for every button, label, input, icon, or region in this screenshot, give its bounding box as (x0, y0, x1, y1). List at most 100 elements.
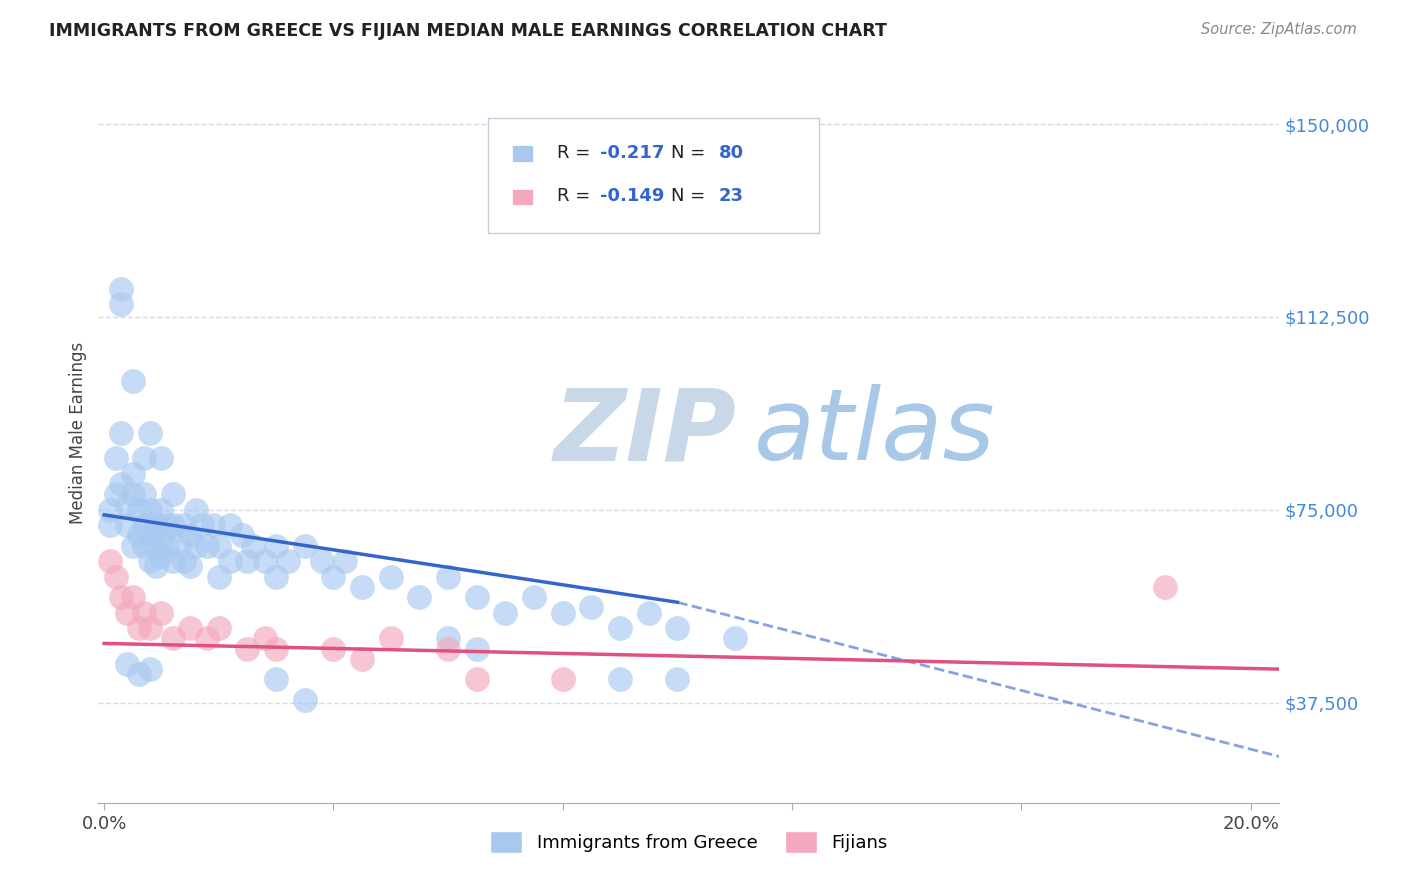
Point (523, 590, 546, 604)
Text: R =: R = (557, 187, 596, 205)
Point (98, 502, 121, 516)
Point (104, 487, 127, 501)
Point (179, 621, 201, 635)
Point (208, 539, 231, 553)
Point (139, 554, 162, 568)
Point (264, 641, 287, 656)
Point (150, 528, 173, 542)
Point (145, 559, 167, 574)
Point (437, 569, 460, 583)
Point (264, 673, 287, 687)
Point (139, 425, 162, 440)
Point (104, 451, 127, 466)
Point (145, 539, 167, 553)
Text: -0.149: -0.149 (600, 187, 665, 205)
Text: atlas: atlas (754, 384, 995, 481)
Point (156, 518, 179, 533)
Point (179, 559, 201, 574)
Text: Source: ZipAtlas.com: Source: ZipAtlas.com (1201, 22, 1357, 37)
Point (380, 569, 402, 583)
Text: R =: R = (557, 144, 596, 161)
Point (437, 632, 460, 646)
Point (139, 662, 162, 676)
Point (333, 554, 356, 568)
Point (465, 590, 488, 604)
Point (173, 518, 195, 533)
Point (253, 554, 276, 568)
Point (110, 425, 132, 440)
Point (98, 518, 121, 533)
Point (145, 518, 167, 533)
Point (134, 487, 156, 501)
Point (139, 528, 162, 542)
Point (162, 554, 184, 568)
Point (98, 554, 121, 568)
Point (121, 539, 143, 553)
Point (609, 673, 631, 687)
Text: 23: 23 (718, 187, 744, 205)
Point (637, 606, 659, 620)
Point (184, 539, 207, 553)
Point (115, 657, 138, 671)
Point (380, 632, 402, 646)
Point (128, 667, 150, 681)
Text: N =: N = (671, 187, 711, 205)
Point (277, 554, 299, 568)
Point (724, 632, 747, 646)
Point (294, 693, 316, 707)
Point (551, 606, 574, 620)
Point (408, 590, 430, 604)
Legend: Immigrants from Greece, Fijians: Immigrants from Greece, Fijians (482, 824, 896, 861)
Point (115, 518, 138, 533)
Point (666, 673, 689, 687)
Point (190, 518, 212, 533)
Y-axis label: Median Male Earnings: Median Male Earnings (69, 342, 87, 524)
Point (236, 554, 259, 568)
Point (1153, 580, 1175, 594)
Point (666, 621, 689, 635)
Point (184, 502, 207, 516)
Point (115, 606, 138, 620)
Point (121, 374, 143, 388)
Point (311, 554, 333, 568)
Point (242, 539, 264, 553)
FancyBboxPatch shape (488, 118, 818, 233)
Point (162, 632, 184, 646)
Point (162, 487, 184, 501)
Point (173, 554, 195, 568)
Point (162, 518, 184, 533)
Text: -0.217: -0.217 (600, 144, 665, 161)
Point (195, 539, 218, 553)
Point (121, 487, 143, 501)
Point (115, 498, 138, 512)
Point (253, 632, 276, 646)
Point (465, 641, 488, 656)
Point (495, 606, 517, 620)
Point (110, 477, 132, 491)
Point (110, 297, 132, 311)
Point (352, 580, 374, 594)
Point (609, 621, 631, 635)
Point (139, 502, 162, 516)
Point (128, 528, 150, 542)
Point (179, 528, 201, 542)
Point (219, 554, 242, 568)
Point (150, 606, 173, 620)
Text: ZIP: ZIP (553, 384, 737, 481)
Point (150, 549, 173, 563)
Point (104, 569, 127, 583)
Point (465, 673, 488, 687)
Point (437, 641, 460, 656)
Point (219, 518, 242, 533)
Point (121, 467, 143, 481)
FancyBboxPatch shape (512, 145, 533, 161)
Point (264, 569, 287, 583)
Point (110, 590, 132, 604)
Point (128, 621, 150, 635)
Point (156, 539, 179, 553)
Point (139, 621, 162, 635)
Point (134, 539, 156, 553)
Point (352, 652, 374, 666)
Point (208, 621, 231, 635)
Point (150, 502, 173, 516)
